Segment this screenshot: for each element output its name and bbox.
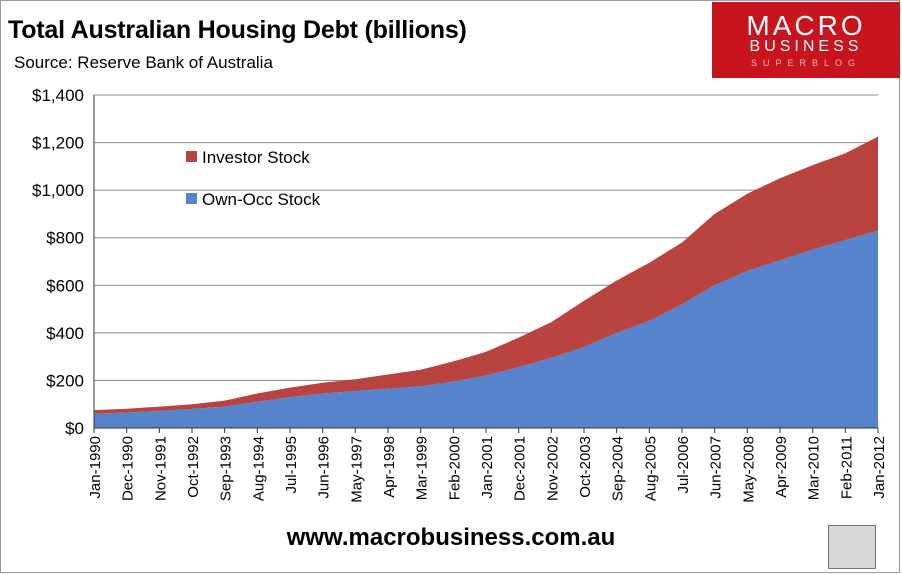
x-tick-label: Dec-2001 [512,436,529,501]
x-tick-label: May-1997 [348,436,365,503]
x-tick-label: Jul-2006 [675,436,692,494]
x-tick-label: Apr-1998 [381,436,398,498]
x-tick-label: Apr-2009 [773,436,790,498]
logo-line-superblog: SUPERBLOG [750,58,862,68]
legend-swatch-own-occ [186,193,197,204]
macrobusiness-logo: MACRO BUSINESS SUPERBLOG [712,2,900,78]
x-tick-label: Jan-1990 [87,436,104,499]
x-tick-label: May-2008 [740,436,757,503]
x-tick-label: Jan-2012 [871,436,888,499]
chart-source: Source: Reserve Bank of Australia [14,53,273,72]
x-tick-label: Oct-1992 [185,436,202,498]
y-tick-label: $400 [46,324,84,343]
x-tick-label: Dec-1990 [120,436,137,501]
x-tick-label: Nov-2002 [544,436,561,501]
y-tick-label: $0 [65,419,84,438]
footer-url: www.macrobusiness.com.au [286,524,616,551]
wolf-logo-image [828,525,876,569]
legend-label-investor: Investor Stock [202,148,310,167]
legend: Investor Stock Own-Occ Stock [186,148,321,209]
x-tick-label: Feb-2000 [446,436,463,500]
x-tick-label: Mar-1999 [414,436,431,500]
y-tick-label: $1,400 [32,86,84,105]
x-tick-label: Mar-2010 [806,436,823,500]
x-tick-label: Sep-1993 [218,436,235,501]
x-tick-label: Jul-1995 [283,436,300,494]
y-tick-label: $1,200 [32,134,84,153]
x-tick-label: Nov-1991 [152,436,169,501]
x-tick-label: Jan-2001 [479,436,496,499]
axes [93,95,879,433]
y-tick-label: $800 [46,229,84,248]
legend-swatch-investor [186,151,197,162]
chart-title: Total Australian Housing Debt (billions) [8,16,467,44]
x-tick-label: Aug-1994 [250,436,267,501]
x-tick-label: Feb-2011 [838,436,855,499]
series-area-own-occ [94,230,878,428]
y-tick-label: $600 [46,276,84,295]
y-tick-labels: $0 $200 $400 $600 $800 $1,000 $1,200 $1,400 [32,86,84,438]
x-tick-label: Jun-2007 [708,436,725,499]
y-tick-label: $1,000 [32,181,84,200]
legend-label-own-occ: Own-Occ Stock [202,190,321,209]
x-tick-label: Aug-2005 [642,436,659,501]
x-tick-label: Oct-2003 [577,436,594,498]
logo-line-macro: MACRO [746,10,866,41]
y-tick-label: $200 [46,371,84,390]
logo-line-business: BUSINESS [749,38,863,55]
stacked-areas [94,136,878,428]
x-tick-label: Jun-1996 [316,436,333,499]
x-tick-labels: Jan-1990 Dec-1990 Nov-1991 Oct-1992 Sep-1993… [87,436,888,503]
series-area-investor [94,136,878,414]
x-tick-label: Sep-2004 [610,436,627,501]
